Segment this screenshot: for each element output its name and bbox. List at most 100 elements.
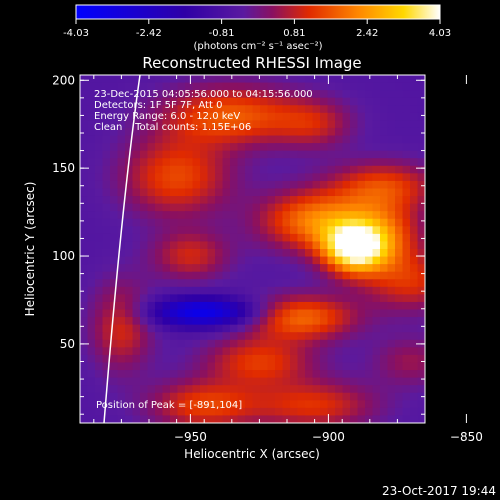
heatmap-cell — [207, 75, 216, 84]
heatmap-cell — [185, 211, 194, 220]
heatmap-cell — [402, 385, 411, 394]
heatmap-cell — [140, 339, 149, 348]
heatmap-cell — [417, 415, 425, 423]
heatmap-cell — [230, 105, 239, 114]
heatmap-cell — [117, 407, 126, 417]
heatmap-cell — [87, 218, 96, 227]
heatmap-cell — [155, 158, 164, 167]
heatmap-cell — [410, 211, 419, 220]
heatmap-cell — [410, 377, 419, 386]
heatmap-cell — [297, 294, 306, 303]
heatmap-cell — [102, 165, 111, 174]
heatmap-cell — [245, 400, 254, 409]
heatmap-cell — [110, 317, 119, 326]
heatmap-cell — [80, 294, 89, 303]
heatmap-cell — [260, 226, 269, 235]
heatmap-cell — [110, 203, 119, 212]
heatmap-cell — [170, 362, 179, 371]
heatmap-cell — [260, 249, 269, 258]
heatmap-cell — [110, 75, 119, 84]
heatmap-cell — [350, 97, 359, 106]
heatmap-cell — [162, 112, 171, 121]
heatmap-cell — [162, 407, 171, 417]
heatmap-cell — [282, 324, 291, 333]
heatmap-cell — [417, 249, 425, 258]
heatmap-cell — [192, 286, 201, 295]
heatmap-cell — [282, 211, 291, 220]
heatmap-cell — [200, 233, 209, 243]
heatmap-cell — [275, 362, 284, 371]
heatmap-cell — [365, 135, 374, 144]
heatmap-cell — [402, 143, 411, 152]
heatmap-cell — [170, 370, 179, 379]
heatmap-cell — [155, 415, 164, 423]
heatmap-cell — [177, 226, 186, 235]
heatmap-cell — [222, 158, 231, 167]
heatmap-cell — [222, 339, 231, 348]
heatmap-cell — [320, 233, 329, 243]
heatmap-cell — [215, 264, 224, 273]
heatmap-cell — [155, 309, 164, 318]
heatmap-cell — [80, 203, 89, 212]
heatmap-cell — [170, 180, 179, 190]
heatmap-cell — [140, 377, 149, 386]
heatmap-cell — [222, 105, 231, 114]
heatmap-cell — [185, 400, 194, 409]
heatmap-cell — [342, 362, 351, 371]
heatmap-cell — [297, 97, 306, 106]
heatmap-cell — [402, 309, 411, 318]
heatmap-cell — [260, 407, 269, 417]
heatmap-cell — [237, 241, 246, 250]
heatmap-cell — [395, 324, 404, 333]
heatmap-cell — [297, 233, 306, 243]
heatmap-cell — [230, 127, 239, 137]
heatmap-cell — [252, 180, 261, 190]
heatmap-cell — [387, 196, 396, 205]
heatmap-cell — [245, 188, 254, 197]
heatmap-cell — [162, 211, 171, 220]
heatmap-cell — [222, 279, 231, 288]
heatmap-cell — [87, 294, 96, 303]
heatmap-cell — [87, 362, 96, 371]
heatmap-cell — [110, 196, 119, 205]
heatmap-cell — [170, 264, 179, 273]
heatmap-cell — [87, 415, 96, 423]
heatmap-cell — [102, 317, 111, 326]
heatmap-cell — [252, 271, 261, 280]
heatmap-cell — [95, 332, 104, 341]
heatmap-cell — [275, 392, 284, 401]
heatmap-cell — [372, 256, 381, 265]
heatmap-cell — [380, 264, 389, 273]
heatmap-cell — [305, 249, 314, 258]
heatmap-cell — [305, 233, 314, 243]
heatmap-cell — [387, 75, 396, 84]
heatmap-cell — [387, 233, 396, 243]
heatmap-cell — [200, 400, 209, 409]
heatmap-cell — [395, 385, 404, 394]
heatmap-cell — [117, 97, 126, 106]
heatmap-cell — [275, 150, 284, 159]
heatmap-cell — [237, 354, 246, 364]
heatmap-cell — [290, 279, 299, 288]
heatmap-cell — [192, 332, 201, 341]
heatmap-cell — [192, 339, 201, 348]
heatmap-cell — [410, 97, 419, 106]
heatmap-cell — [140, 241, 149, 250]
heatmap-cell — [410, 143, 419, 152]
heatmap-cell — [237, 339, 246, 348]
heatmap-cell — [410, 188, 419, 197]
heatmap-cell — [372, 332, 381, 341]
heatmap-cell — [290, 370, 299, 379]
heatmap-cell — [102, 97, 111, 106]
heatmap-cell — [305, 173, 314, 182]
heatmap-cell — [155, 218, 164, 227]
heatmap-cell — [200, 226, 209, 235]
heatmap-cell — [380, 112, 389, 121]
heatmap-cell — [320, 385, 329, 394]
heatmap-cell — [245, 135, 254, 144]
heatmap-cell — [222, 188, 231, 197]
heatmap-cell — [87, 370, 96, 379]
heatmap-cell — [110, 82, 119, 91]
heatmap-cell — [192, 135, 201, 144]
heatmap-cell — [110, 143, 119, 152]
